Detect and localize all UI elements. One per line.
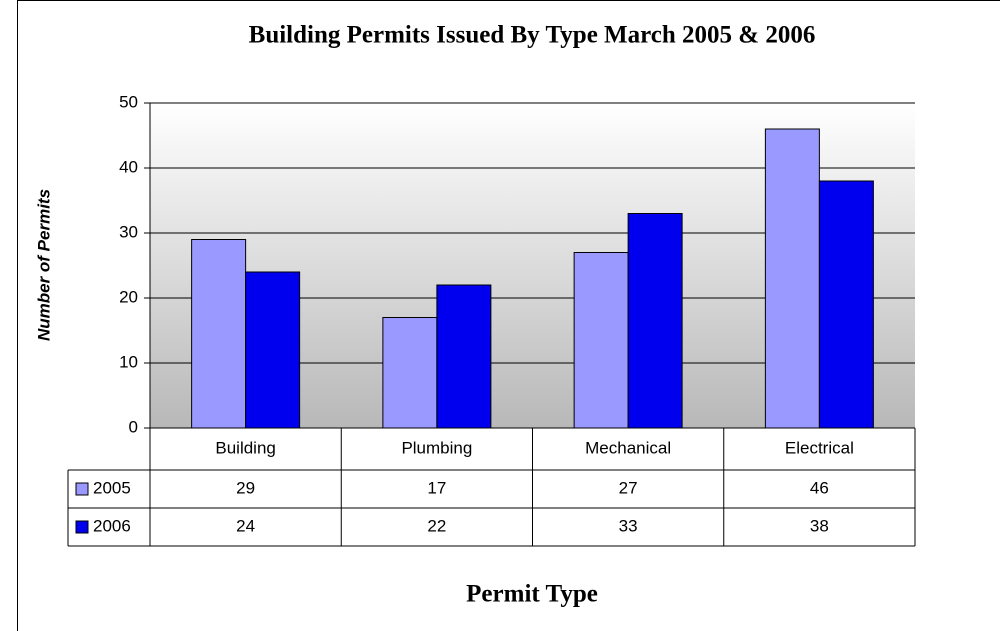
legend-label: 2006 xyxy=(93,516,131,535)
y-axis-label: Number of Permits xyxy=(34,189,53,341)
bar xyxy=(573,252,629,429)
table-value: 46 xyxy=(810,478,829,497)
table-value: 38 xyxy=(810,516,829,535)
bar xyxy=(245,271,301,429)
table-value: 29 xyxy=(236,478,255,497)
y-tick-label: 20 xyxy=(119,287,138,306)
x-tick-label: Electrical xyxy=(785,438,854,457)
x-tick-label: Plumbing xyxy=(401,438,472,457)
x-axis-label: Permit Type xyxy=(466,581,598,608)
table-value: 27 xyxy=(619,478,638,497)
legend-label: 2005 xyxy=(93,478,131,497)
chart-title: Building Permits Issued By Type March 20… xyxy=(249,22,816,49)
y-tick-label: 10 xyxy=(119,352,138,371)
bar xyxy=(436,284,492,429)
bar xyxy=(818,180,874,429)
table-value: 24 xyxy=(236,516,255,535)
bar xyxy=(627,213,683,429)
table-value: 17 xyxy=(427,478,446,497)
legend-key xyxy=(75,482,89,496)
table-value: 33 xyxy=(619,516,638,535)
y-tick-label: 40 xyxy=(119,157,138,176)
bar xyxy=(191,239,247,429)
legend-key xyxy=(75,520,89,534)
y-tick-label: 30 xyxy=(119,222,138,241)
x-tick-label: Mechanical xyxy=(585,438,671,457)
bar xyxy=(764,128,820,429)
bar xyxy=(382,317,438,429)
table-value: 22 xyxy=(427,516,446,535)
y-tick-label: 50 xyxy=(119,92,138,111)
x-tick-label: Building xyxy=(215,438,276,457)
y-tick-label: 0 xyxy=(129,417,138,436)
